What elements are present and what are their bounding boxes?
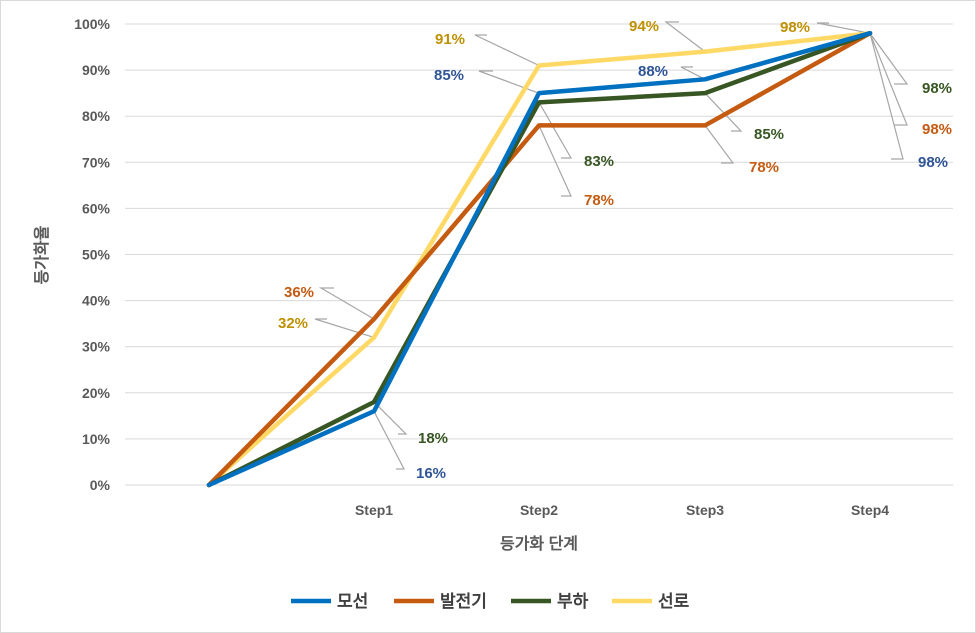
data-label-선로: 94%: [629, 18, 659, 35]
series-line-모선: [206, 30, 873, 488]
data-label-부하: 18%: [418, 430, 448, 447]
leader-line: [538, 102, 573, 159]
leader-line: [680, 66, 706, 80]
legend-item-모선: 모선: [291, 592, 368, 611]
leader-line: [869, 32, 908, 126]
leader-line: [704, 92, 743, 132]
legend-label: 발전기: [440, 592, 487, 611]
leader-line: [474, 34, 540, 67]
x-tick-label: Step4: [851, 502, 889, 518]
leader-line: [869, 32, 909, 85]
legend-item-발전기: 발전기: [394, 592, 487, 611]
y-tick-label: 90%: [82, 62, 111, 78]
y-tick-label: 80%: [82, 108, 111, 124]
data-label-발전기: 36%: [284, 284, 314, 301]
leader-line: [869, 33, 904, 160]
series-lines: [206, 30, 873, 488]
x-tick-label: Step2: [520, 502, 558, 518]
series-line-선로: [206, 30, 873, 488]
y-tick-labels: 0% 10% 20% 30% 40% 50% 60% 70% 80% 90% 100%: [74, 16, 110, 493]
leader-line: [373, 401, 408, 435]
x-tick-label: Step1: [355, 502, 393, 518]
y-axis-title: 등가화율: [32, 225, 51, 284]
legend-label: 선로: [658, 592, 690, 611]
x-tick-labels: Step1 Step2 Step3 Step4: [355, 502, 889, 518]
legend-label: 부하: [557, 592, 589, 611]
data-label-모선: 85%: [434, 67, 464, 84]
y-tick-label: 40%: [82, 293, 111, 309]
data-label-선로: 32%: [278, 315, 308, 332]
data-label-모선: 98%: [918, 154, 948, 171]
leader-line: [373, 410, 405, 470]
leader-line: [664, 21, 706, 53]
data-label-발전기: 78%: [749, 159, 779, 176]
data-label-부하: 98%: [922, 80, 952, 97]
leader-line: [538, 125, 572, 197]
y-tick-label: 100%: [74, 16, 110, 32]
legend: 모선 발전기 부하 선로: [291, 592, 690, 611]
data-label-선로: 91%: [435, 31, 465, 48]
data-label-발전기: 78%: [584, 192, 614, 209]
y-tick-label: 0%: [90, 477, 111, 493]
legend-label: 모선: [337, 592, 368, 611]
data-label-모선: 88%: [638, 63, 668, 80]
y-tick-label: 50%: [82, 247, 111, 263]
y-tick-label: 70%: [82, 154, 111, 170]
leader-line: [314, 318, 375, 339]
leader-line: [478, 70, 540, 94]
data-label-발전기: 98%: [922, 121, 952, 138]
leader-line: [704, 125, 735, 164]
data-label-선로: 98%: [780, 19, 810, 36]
legend-item-선로: 선로: [612, 592, 690, 611]
y-tick-label: 20%: [82, 385, 111, 401]
data-label-부하: 85%: [754, 126, 784, 143]
y-tick-label: 10%: [82, 431, 111, 447]
legend-item-부하: 부하: [511, 592, 589, 611]
y-tick-label: 60%: [82, 200, 111, 216]
y-tick-label: 30%: [82, 339, 111, 355]
leader-line: [816, 22, 871, 34]
x-tick-label: Step3: [686, 502, 724, 518]
data-label-부하: 83%: [584, 153, 614, 170]
label-leader-lines: [314, 21, 909, 470]
data-label-모선: 16%: [416, 465, 446, 482]
data-labels: 16% 85% 88% 98% 36% 78% 78% 98% 18% 83% 85% 98% 32% 9…: [278, 18, 952, 482]
x-axis-title: 등가화 단계: [500, 534, 578, 553]
series-line-부하: [206, 30, 873, 488]
series-line-발전기: [206, 30, 873, 488]
leader-line: [318, 287, 375, 320]
